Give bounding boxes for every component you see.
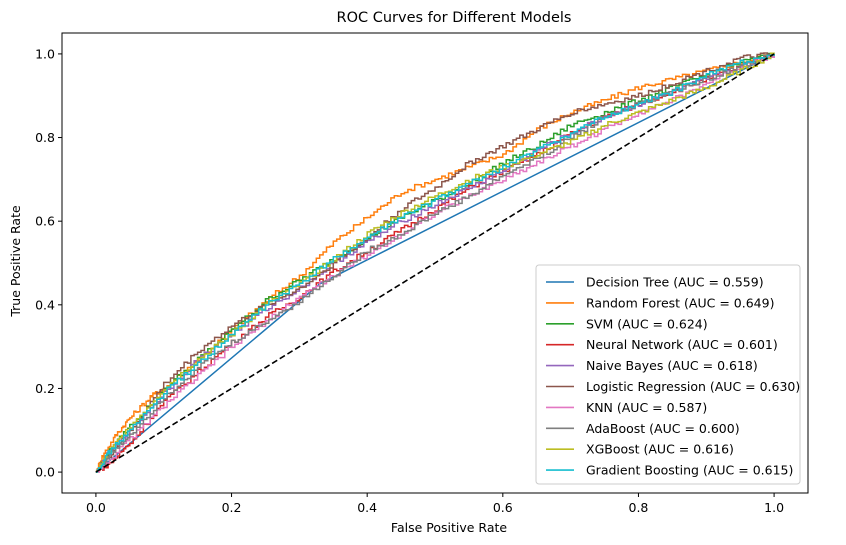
legend-box <box>535 264 801 485</box>
legend-entry: Neural Network (AUC = 0.601) <box>586 337 778 352</box>
x-tick-label: 0.4 <box>357 500 377 515</box>
plot-frame <box>61 32 809 494</box>
x-tick-label: 1.0 <box>764 500 784 515</box>
y-axis-label: True Positive Rate <box>8 205 23 318</box>
y-tick-label: 0.4 <box>35 297 55 312</box>
legend-entry: AdaBoost (AUC = 0.600) <box>586 421 740 436</box>
axis-ticks: 0.0 0.2 0.4 0.6 0.8 1.0 0.0 0.2 0.4 0.6 0.8 1.0 <box>35 46 784 515</box>
legend-entry: Naive Bayes (AUC = 0.618) <box>586 358 758 373</box>
y-tick-label: 0.0 <box>35 465 55 480</box>
x-tick-label: 0.0 <box>86 500 106 515</box>
x-tick-label: 0.2 <box>222 500 242 515</box>
chart-title: ROC Curves for Different Models <box>337 10 572 26</box>
roc-curve-9 <box>95 52 775 473</box>
x-tick-label: 0.6 <box>493 500 513 515</box>
plot-area <box>95 52 775 473</box>
y-tick-label: 1.0 <box>35 46 55 61</box>
y-tick-label: 0.8 <box>35 130 55 145</box>
roc-curve-8 <box>95 53 775 473</box>
legend-entry: Gradient Boosting (AUC = 0.615) <box>586 463 793 478</box>
legend: Decision Tree (AUC = 0.559) Random Forest… <box>535 264 801 485</box>
roc-curve-10 <box>95 53 775 473</box>
y-tick-label: 0.2 <box>35 381 55 396</box>
y-tick-label: 0.6 <box>35 214 55 229</box>
legend-entry: SVM (AUC = 0.624) <box>586 316 708 331</box>
legend-entry: Logistic Regression (AUC = 0.630) <box>586 379 800 394</box>
legend-entry: Random Forest (AUC = 0.649) <box>586 295 774 310</box>
roc-curve-2 <box>95 53 775 473</box>
legend-entry: KNN (AUC = 0.587) <box>586 400 707 415</box>
x-tick-label: 0.8 <box>629 500 649 515</box>
legend-entry: XGBoost (AUC = 0.616) <box>586 442 734 457</box>
roc-curve-6 <box>95 52 775 473</box>
chance-reference-line <box>95 53 775 473</box>
legend-entry: Decision Tree (AUC = 0.559) <box>586 275 764 290</box>
x-axis-label: False Positive Rate <box>391 520 507 535</box>
